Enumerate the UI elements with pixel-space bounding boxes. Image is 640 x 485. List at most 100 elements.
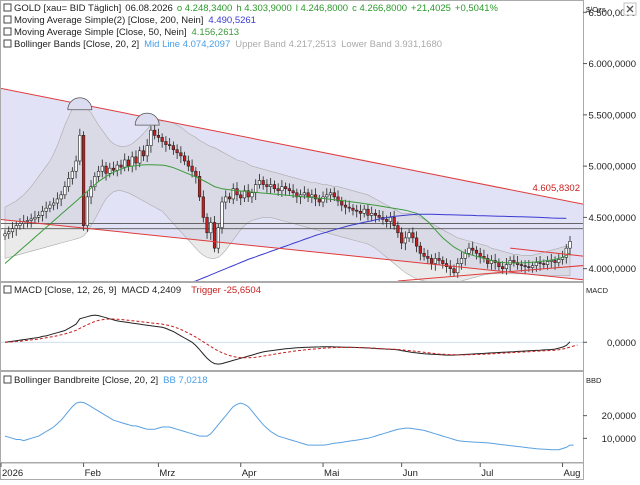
legend-gold-change: +21,4025	[411, 3, 451, 14]
legend-checkbox-icon[interactable]	[3, 27, 12, 36]
candle	[3, 229, 7, 240]
candle-body	[254, 184, 258, 194]
candle-body	[134, 156, 138, 164]
legend-sma50-row[interactable]: Moving Average Simple [Close, 50, Nein] 4…	[3, 27, 239, 38]
candle	[486, 254, 490, 269]
candle-body	[212, 222, 217, 249]
bbw-legend-row[interactable]: Bollinger Bandbreite [Close, 20, 2] BB 7,…	[3, 375, 208, 386]
candle	[429, 254, 434, 270]
legend-bollinger-row[interactable]: Bollinger Bands [Close, 20, 2] Mid Line 4…	[3, 39, 442, 50]
price-tick-label: 4.500,0000	[588, 213, 636, 224]
legend-checkbox-icon[interactable]	[3, 285, 12, 294]
candle	[269, 178, 273, 194]
candle	[497, 258, 501, 271]
legend-checkbox-icon[interactable]	[3, 15, 12, 24]
month-tick-label: Jun	[403, 468, 418, 479]
candle-body	[497, 262, 501, 267]
candle	[209, 217, 213, 240]
candle-body	[407, 232, 411, 239]
candle-body	[138, 150, 142, 164]
legend-sma200-value: 4.490,5261	[208, 15, 256, 26]
candle-body	[377, 215, 381, 218]
candle-body	[156, 135, 161, 138]
channel-lower-line	[1, 219, 583, 281]
candle-body	[385, 219, 389, 222]
candle-body	[388, 217, 392, 222]
candle	[545, 256, 550, 270]
legend-sma200-row[interactable]: Moving Average Simple(2) [Close, 200, Ne…	[3, 15, 256, 26]
candle	[538, 255, 542, 271]
candle	[29, 213, 33, 228]
candle	[52, 197, 56, 211]
bbw-panel-frame	[0, 371, 584, 463]
candle	[59, 190, 63, 207]
svg-text:MACD [Close, 12, 26, 9]MACD 4,: MACD [Close, 12, 26, 9] MACD 4,2409 Trigge…	[14, 285, 261, 296]
candle-body	[459, 258, 464, 264]
channel-upper-line	[1, 87, 583, 205]
candle	[186, 155, 190, 172]
candle	[7, 226, 11, 239]
bbw-axis-label: BBD	[586, 376, 602, 385]
candle	[63, 181, 67, 199]
candle	[474, 246, 479, 260]
candle-body	[100, 165, 104, 172]
candle	[426, 249, 430, 264]
candle-body	[456, 263, 460, 274]
candle-body	[44, 207, 48, 212]
price-tick-label: 6.000,0000	[588, 59, 636, 70]
candle-body	[235, 188, 239, 196]
candle	[441, 256, 445, 269]
candle-body	[201, 196, 205, 218]
close-icon[interactable]	[623, 2, 637, 16]
candle-body	[10, 228, 15, 233]
candle-body	[317, 198, 321, 203]
candle	[403, 231, 407, 251]
candle-body	[85, 196, 89, 226]
candle	[111, 161, 116, 176]
candle	[265, 179, 269, 193]
legend-checkbox-icon[interactable]	[3, 375, 12, 384]
candle-body	[351, 207, 355, 211]
candle-body	[52, 202, 56, 206]
legend-gold-name: GOLD [xau= BID Täglich]	[14, 3, 121, 14]
candle	[78, 128, 82, 166]
candle-body	[347, 206, 351, 209]
candle	[168, 138, 172, 150]
candle	[366, 203, 370, 221]
candle-body	[7, 231, 11, 235]
candle-body	[224, 196, 228, 203]
candle-body	[310, 194, 314, 198]
sma200-line	[193, 213, 567, 281]
legend-checkbox-icon[interactable]	[3, 39, 12, 48]
legend-gold-high: h 4.303,9000	[236, 3, 291, 14]
candle	[201, 190, 205, 223]
candle-body	[63, 186, 67, 196]
legend-gold-low: l 4.246,8000	[296, 3, 348, 14]
sma50-line	[4, 164, 571, 264]
candle	[93, 172, 97, 191]
candle-body	[164, 141, 168, 145]
candle	[557, 254, 561, 267]
candle	[55, 192, 59, 210]
candle	[321, 191, 325, 208]
candle	[392, 210, 396, 230]
candle	[377, 210, 381, 222]
candle	[246, 184, 250, 203]
candle	[37, 211, 41, 223]
candle-body	[250, 192, 254, 198]
candle-body	[171, 145, 175, 151]
legend-gold-row[interactable]: GOLD [xau= BID Täglich] 06.08.2026 o 4.248…	[3, 3, 499, 14]
candle	[287, 183, 291, 195]
candle	[355, 204, 359, 218]
peak-marker	[67, 97, 93, 111]
legend-checkbox-icon[interactable]	[3, 3, 12, 12]
candle-body	[96, 170, 101, 177]
macd-legend-row[interactable]: MACD [Close, 12, 26, 9] MACD 4,2409 Trigge…	[3, 285, 261, 296]
candle	[235, 182, 239, 201]
candle-body	[153, 129, 157, 136]
legend-sma200-name: Moving Average Simple(2) [Close, 200, Ne…	[14, 15, 203, 26]
legend-bollinger-mid: Mid Line 4.074,2097	[144, 39, 230, 50]
legend-macd-trigger: Trigger -25,6504	[191, 285, 261, 296]
candle-body	[512, 260, 516, 263]
